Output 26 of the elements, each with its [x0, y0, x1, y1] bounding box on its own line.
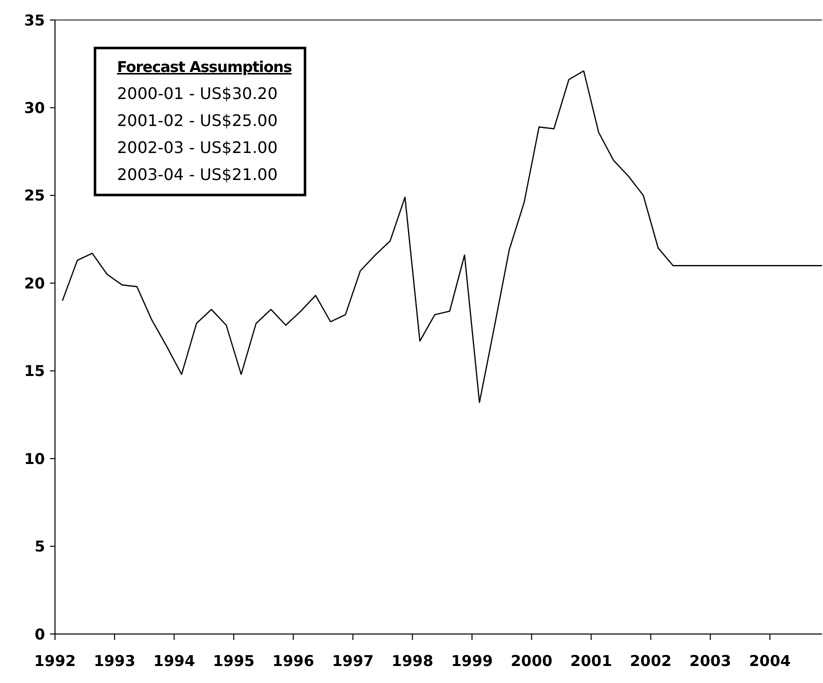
x-tick-label: 2004 [749, 652, 791, 670]
y-tick-label: 30 [24, 98, 45, 117]
x-tick-label: 1998 [392, 652, 434, 670]
annotation: Forecast Assumptions [117, 58, 292, 76]
x-tick-label: 1993 [94, 652, 136, 670]
x-tick-label: 1996 [272, 652, 314, 670]
y-tick-label: 25 [24, 186, 45, 205]
annotation: 2001-02 - US$25.00 [117, 111, 278, 130]
annotation: 2002-03 - US$21.00 [117, 138, 278, 157]
x-tick-label: 2001 [570, 652, 612, 670]
x-tick-label: 1992 [34, 652, 76, 670]
x-tick-label: 1997 [332, 652, 374, 670]
x-tick-label: 1999 [451, 652, 493, 670]
x-tick-label: 1994 [153, 652, 196, 670]
y-tick-label: 35 [24, 11, 45, 30]
y-tick-label: 0 [34, 625, 45, 644]
annotation: 2003-04 - US$21.00 [117, 165, 278, 184]
y-tick-label: 20 [24, 274, 45, 292]
y-tick-label: 10 [24, 450, 45, 468]
y-tick-label: 15 [24, 362, 45, 380]
annotation: 2000-01 - US$30.20 [117, 84, 278, 103]
x-tick-label: 1995 [212, 652, 255, 670]
x-tick-label: 2002 [630, 652, 672, 670]
x-tick-label: 2000 [510, 652, 552, 670]
x-tick-label: 2003 [689, 652, 732, 670]
y-tick-label: 5 [34, 538, 45, 556]
